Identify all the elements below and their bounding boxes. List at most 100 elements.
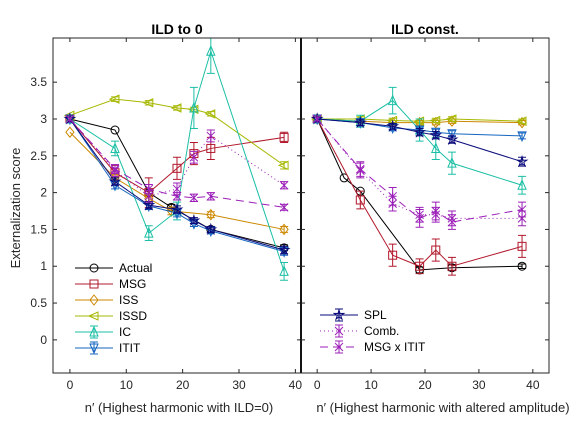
data-point-msg — [206, 143, 216, 153]
legend-marker-spl — [332, 308, 346, 321]
panel-1-y-tick-label: 2 — [40, 186, 47, 200]
data-point-issd — [429, 115, 441, 126]
error-bar-msg — [518, 234, 527, 258]
data-point-msg-x-itit — [517, 205, 527, 214]
legend-marker-comb — [334, 326, 344, 336]
data-point-itit — [447, 129, 457, 140]
legend-label-spl: SPL — [364, 308, 387, 322]
error-bar-itit — [518, 132, 527, 140]
legend-label-iss: ISS — [119, 293, 138, 307]
panels: ILD to 0 0 10 20 30 40 0 0.5 1 1.5 2 2.5 3 3.5 n′ (Hig… — [30, 21, 569, 415]
y-axis-label-group: Externalization score — [8, 148, 23, 269]
panel-1-x-tick-label: 0 — [67, 378, 74, 392]
legend-label-msg: MSG — [119, 277, 146, 291]
legend-marker-msg-x-itit — [334, 342, 344, 352]
panel-1: ILD to 0 0 10 20 30 40 0 0.5 1 1.5 2 2.5 3 3.5 n′ (Hig… — [30, 21, 302, 415]
legend-marker-iss — [89, 294, 99, 306]
panel-1-y-tick-label: 1.5 — [30, 222, 47, 236]
data-point-msg-x-itit — [144, 184, 154, 194]
panel-2-x-tick-label: 10 — [364, 378, 378, 392]
data-point-spl — [353, 115, 367, 129]
panel-1-x-tick-label: 40 — [289, 378, 303, 392]
data-point-msg — [172, 163, 182, 173]
panel-2-frame — [300, 37, 550, 374]
data-point-ic — [517, 179, 527, 190]
data-point-msg-x-itit — [415, 214, 424, 223]
error-bar-msg — [415, 258, 424, 275]
error-bar-msg — [431, 238, 440, 262]
data-point-msg — [279, 132, 289, 142]
error-bar-iss — [206, 211, 215, 219]
data-point-msg-x-itit — [355, 164, 365, 174]
panel-1-x-tick-label: 10 — [120, 378, 134, 392]
panel-1-y-tick-label: 0 — [40, 333, 47, 347]
error-bar-ic — [189, 86, 198, 130]
panel-2-series-msg-x-itit — [312, 114, 527, 230]
legend-marker-actual — [89, 263, 99, 273]
data-point-msg — [447, 261, 457, 271]
y-axis-label: Externalization score — [8, 148, 23, 269]
data-point-issd — [170, 103, 182, 113]
data-point-msg-x-itit — [431, 206, 441, 216]
panel-1-y-tick-label: 3 — [40, 112, 47, 126]
data-point-msg-x-itit — [388, 191, 398, 201]
data-point-msg — [517, 241, 527, 251]
legend-marker-itit — [89, 343, 99, 355]
panel-2-series-msg — [312, 114, 527, 276]
legend-label-comb: Comb. — [364, 324, 399, 338]
legend-marker-msg — [89, 279, 99, 289]
data-point-comb — [279, 180, 289, 190]
data-point-actual — [517, 261, 527, 271]
legend-label-msg-x-itit: MSG x ITIT — [364, 340, 426, 354]
data-point-ic — [206, 45, 216, 56]
data-point-spl — [445, 132, 459, 146]
data-point-msg-x-itit — [189, 193, 199, 203]
data-point-ic — [189, 101, 199, 113]
data-point-msg-x-itit — [447, 217, 457, 227]
panel-2-x-tick-label: 40 — [526, 378, 540, 392]
legend-item-iss: ISS — [75, 293, 138, 307]
legend-label-itit: ITIT — [119, 341, 141, 355]
legend-item-msg-x-itit: MSG x ITIT — [320, 340, 426, 354]
legend-item-issd: ISSD — [75, 309, 147, 323]
legend-marker-issd — [87, 311, 99, 321]
data-point-ic — [279, 265, 289, 276]
error-bar-iss — [280, 225, 289, 233]
series-line-iss — [69, 131, 285, 230]
data-point-issd — [108, 94, 120, 104]
panel-2-series-spl — [310, 112, 529, 168]
panel-1-x-tick-label: 20 — [176, 378, 190, 392]
error-bar-msg — [356, 190, 365, 210]
panel-2-x-tick-label: 20 — [418, 378, 432, 392]
legend-item-actual: Actual — [75, 261, 152, 275]
data-point-msg — [415, 261, 425, 271]
data-point-itit — [517, 131, 527, 143]
panel-2-x-tick-label: 0 — [314, 378, 321, 392]
data-point-actual — [110, 125, 120, 135]
data-point-msg-x-itit — [110, 164, 120, 174]
panel-1-y-tick-label: 0.5 — [30, 296, 47, 310]
data-point-msg — [355, 195, 365, 205]
data-point-spl — [277, 243, 291, 256]
data-point-msg-x-itit — [172, 191, 182, 201]
data-point-msg — [431, 245, 441, 255]
panel-2-x-tick-label: 30 — [472, 378, 486, 392]
data-point-msg-x-itit — [65, 114, 75, 124]
data-point-iss — [65, 126, 75, 139]
legend-2: SPL Comb. MSG x ITIT — [320, 308, 426, 354]
data-point-issd — [445, 114, 457, 124]
legend-label-ic: IC — [119, 325, 131, 339]
legend-item-msg: MSG — [75, 277, 146, 291]
legend-item-ic: IC — [75, 325, 131, 339]
data-point-spl — [515, 154, 529, 168]
panel-1-y-tick-label: 2.5 — [30, 149, 47, 163]
legend-item-itit: ITIT — [75, 341, 141, 355]
data-point-spl — [142, 198, 156, 211]
data-point-msg-x-itit — [279, 202, 289, 212]
panel-1-series-msg-x-itit — [65, 114, 289, 212]
panel-2-title: ILD const. — [391, 21, 459, 37]
legend-item-comb: Comb. — [320, 324, 399, 338]
data-point-spl — [204, 222, 218, 235]
legend-label-actual: Actual — [119, 261, 152, 275]
data-point-issd — [515, 116, 527, 126]
